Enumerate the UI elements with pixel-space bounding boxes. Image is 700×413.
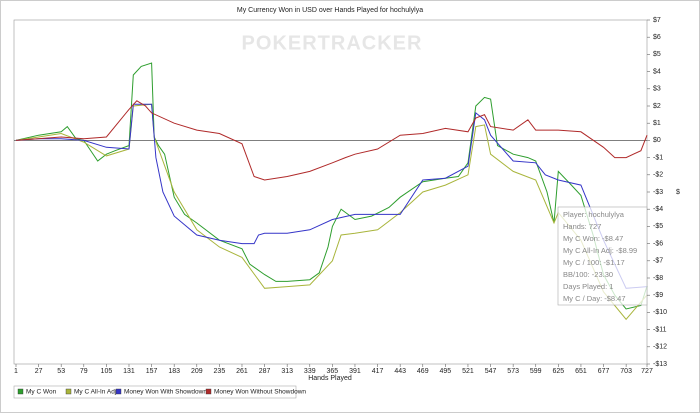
legend-label: Money Won With Showdown xyxy=(124,389,207,396)
x-tick-label: 703 xyxy=(620,368,632,375)
x-tick-label: 727 xyxy=(641,368,653,375)
y-tick-label: -$5 xyxy=(653,223,663,230)
y-axis-label: $ xyxy=(676,189,680,196)
y-tick-label: -$10 xyxy=(653,309,667,316)
x-tick-label: 53 xyxy=(57,368,65,375)
x-tick-label: 313 xyxy=(281,368,293,375)
x-tick-label: 157 xyxy=(146,368,158,375)
x-tick-label: 391 xyxy=(349,368,361,375)
x-tick-label: 521 xyxy=(462,368,474,375)
y-tick-label: $2 xyxy=(653,103,661,110)
tooltip-line: My C All-In Adj: -$8.99 xyxy=(563,246,637,255)
legend-label: My C All-In Adj xyxy=(74,389,116,396)
x-tick-label: 469 xyxy=(417,368,429,375)
legend-swatch xyxy=(65,388,72,395)
tooltip-line: My C / 100: -$1.17 xyxy=(563,258,625,267)
x-tick-label: 677 xyxy=(598,368,610,375)
x-tick-label: 547 xyxy=(485,368,497,375)
x-tick-label: 183 xyxy=(168,368,180,375)
y-tick-label: $1 xyxy=(653,120,661,127)
chart-title: My Currency Won in USD over Hands Played… xyxy=(237,7,423,14)
plot-area xyxy=(13,19,648,365)
y-tick-label: -$12 xyxy=(653,344,667,351)
series-line xyxy=(15,62,648,310)
legend-label: Money Won Without Showdown xyxy=(214,389,306,396)
y-tick-label: $0 xyxy=(653,137,661,144)
legend-swatch xyxy=(115,388,122,395)
y-tick-label: -$3 xyxy=(653,189,663,196)
x-tick-label: 417 xyxy=(372,368,384,375)
x-tick-label: 625 xyxy=(553,368,565,375)
y-tick-label: -$4 xyxy=(653,206,663,213)
legend-label: My C Won xyxy=(26,389,57,396)
tooltip-line: BB/100: -23.30 xyxy=(563,270,613,279)
tooltip-box xyxy=(557,206,648,306)
y-tick-label: -$2 xyxy=(653,172,663,179)
y-tick-label: $4 xyxy=(653,68,661,75)
x-tick-label: 79 xyxy=(80,368,88,375)
tooltip-line: Player: hochulylya xyxy=(563,210,625,219)
x-tick-label: 235 xyxy=(214,368,226,375)
x-tick-label: 27 xyxy=(35,368,43,375)
watermark: POKERTRACKER xyxy=(242,32,423,54)
legend-swatch xyxy=(205,388,212,395)
x-tick-label: 261 xyxy=(236,368,248,375)
x-tick-label: 209 xyxy=(191,368,203,375)
y-tick-label: -$1 xyxy=(653,154,663,161)
x-tick-label: 651 xyxy=(575,368,587,375)
y-tick-label: $7 xyxy=(653,17,661,24)
tooltip-line: Hands: 727 xyxy=(563,222,601,231)
y-tick-label: -$9 xyxy=(653,292,663,299)
y-tick-label: -$8 xyxy=(653,275,663,282)
x-tick-label: 131 xyxy=(123,368,135,375)
x-axis-label: Hands Played xyxy=(308,375,352,382)
tooltip-line: My C / Day: -$8.47 xyxy=(563,294,626,303)
x-tick-label: 495 xyxy=(440,368,452,375)
x-tick-label: 365 xyxy=(327,368,339,375)
x-tick-label: 105 xyxy=(101,368,113,375)
tooltip-line: Days Played: 1 xyxy=(563,282,613,291)
series-line xyxy=(15,100,648,181)
y-tick-label: -$6 xyxy=(653,240,663,247)
y-tick-label: $3 xyxy=(653,86,661,93)
y-tick-label: -$13 xyxy=(653,361,667,368)
x-tick-label: 1 xyxy=(14,368,18,375)
x-tick-label: 443 xyxy=(394,368,406,375)
x-tick-label: 599 xyxy=(530,368,542,375)
y-tick-label: $6 xyxy=(653,34,661,41)
legend xyxy=(13,385,297,399)
x-tick-label: 287 xyxy=(259,368,271,375)
x-tick-label: 339 xyxy=(304,368,316,375)
tooltip-line: My C Won: -$8.47 xyxy=(563,234,623,243)
series-line xyxy=(15,103,648,289)
legend-swatch xyxy=(17,388,24,395)
y-tick-label: -$11 xyxy=(653,326,667,333)
y-tick-label: $5 xyxy=(653,51,661,58)
y-tick-label: -$7 xyxy=(653,258,663,265)
x-tick-label: 573 xyxy=(507,368,519,375)
